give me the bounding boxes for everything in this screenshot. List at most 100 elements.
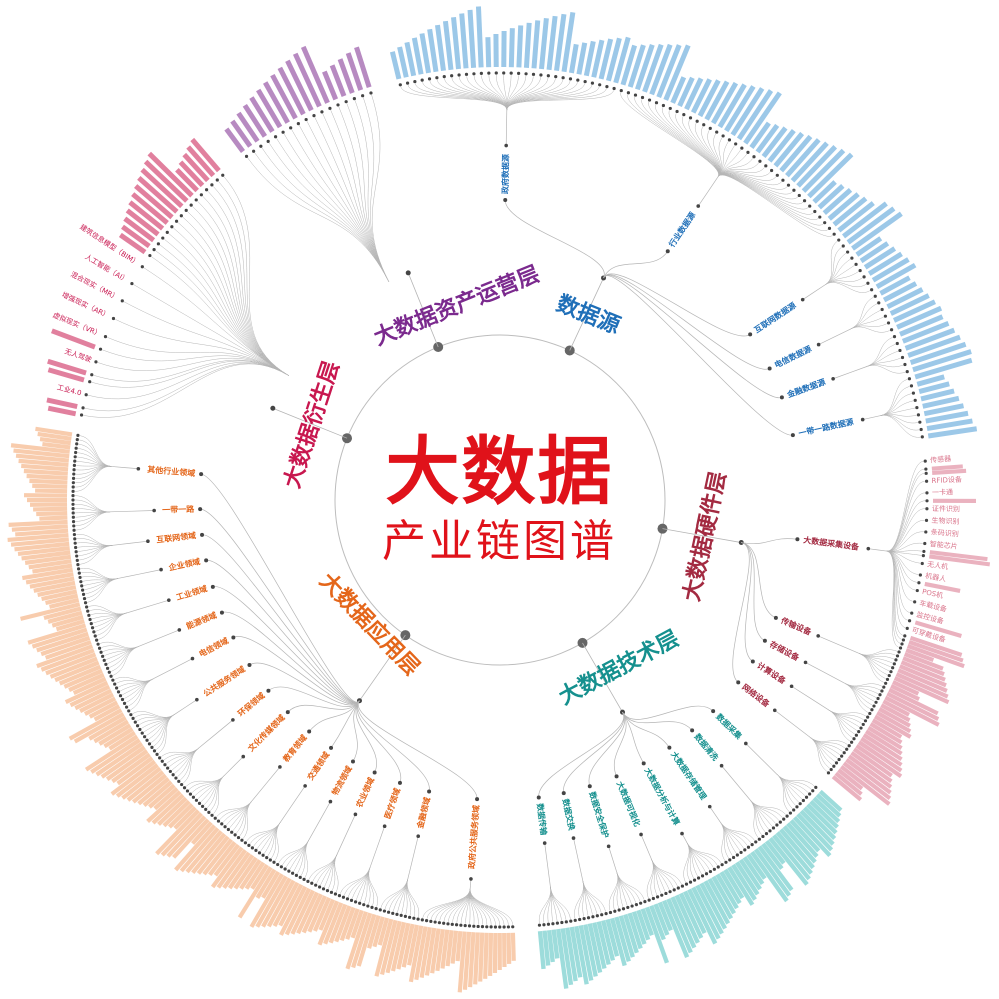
leaf-label-placeholder: [24, 554, 72, 565]
leaf-node: [467, 924, 472, 928]
leaf-label-placeholder: [185, 829, 223, 874]
leaf-label-placeholder: [932, 468, 967, 475]
child-label-1: 行业数据源: [666, 210, 697, 250]
leaf-link: [850, 296, 874, 330]
leaf-node: [651, 896, 655, 901]
leaf-node: [236, 835, 241, 840]
leaf-label-placeholder: [296, 891, 319, 935]
child-stem: [407, 836, 419, 880]
leaf-link: [634, 96, 719, 177]
leaf-node: [786, 183, 791, 187]
leaf-link: [114, 676, 154, 682]
child-stem: [868, 548, 887, 552]
leaf-node: [900, 355, 905, 360]
child-label-12: 工业领域: [175, 583, 209, 602]
leaf-node: [147, 742, 152, 746]
leaf-label-placeholder: [63, 668, 103, 689]
leaf-node: [116, 690, 121, 694]
leaf-link: [173, 227, 290, 376]
leaf-node: [150, 745, 154, 749]
leaf-node: [568, 77, 573, 81]
leaf-node: [604, 912, 608, 916]
leaf-label-placeholder: [23, 468, 68, 476]
child-stem: [111, 466, 139, 470]
child-node: [536, 795, 541, 800]
leaf-label-placeholder: [266, 879, 296, 928]
child-label-4: 物流领域: [330, 764, 354, 797]
leaf-link: [75, 495, 111, 513]
leaf-label-placeholder: [618, 915, 635, 958]
leaf-label-placeholder: [475, 6, 484, 68]
leaf-node: [876, 696, 880, 701]
child-label-3: 计算设备: [755, 660, 788, 686]
leaf-label-placeholder: [50, 328, 96, 350]
leaf-node: [276, 862, 280, 867]
leaf-label-placeholder: [249, 96, 275, 133]
leaf-node: [688, 116, 693, 120]
leaf-label-placeholder: [45, 593, 79, 606]
leaf-node: [750, 843, 754, 847]
leaf-label-placeholder: [277, 66, 306, 116]
leaf-node: [111, 678, 115, 682]
leaf-node: [268, 858, 272, 862]
leaf-label-placeholder: [802, 806, 837, 841]
child-link: [201, 473, 360, 703]
leaf-label-placeholder: [775, 831, 813, 875]
leaf-label-placeholder: [837, 768, 864, 791]
leaf-node: [708, 869, 713, 874]
leaf-label-placeholder: [312, 897, 331, 932]
leaf-node: [539, 73, 543, 77]
leaf-link: [150, 714, 175, 743]
leaf-node: [850, 256, 854, 260]
leaf-label-placeholder: [878, 707, 911, 728]
leaf-link: [686, 842, 690, 881]
child-stem: [862, 415, 881, 420]
leaf-node: [884, 681, 888, 685]
leaf-label-placeholder: [537, 930, 546, 970]
leaf-node: [97, 646, 102, 650]
leaf-label: 无人驾驶: [63, 346, 92, 364]
leaf-node: [215, 178, 219, 182]
leaf-label-placeholder: [322, 70, 339, 101]
child-node-end: [719, 763, 724, 768]
child-stem: [138, 629, 180, 647]
leaf-node: [633, 93, 638, 97]
leaf-node: [889, 328, 894, 332]
leaf-node: [913, 398, 917, 402]
child-link: [330, 700, 360, 749]
child-link: [603, 274, 783, 398]
leaf-link: [488, 75, 508, 111]
leaf-link: [308, 854, 338, 880]
leaf-node: [924, 518, 929, 522]
leaf-link: [182, 216, 290, 376]
leaf-node: [435, 76, 439, 80]
leaf-label-placeholder: [242, 103, 268, 138]
leaf-link: [246, 822, 281, 842]
leaf-node: [156, 242, 160, 246]
leaf-node: [76, 563, 80, 567]
leaf-node: [551, 922, 555, 926]
layer-node: [270, 405, 276, 411]
leaf-label-placeholder: [39, 436, 72, 446]
leaf-node: [398, 83, 402, 87]
leaf-node: [279, 865, 283, 869]
leaf-label-placeholder: [367, 915, 381, 949]
leaf-link: [132, 711, 175, 718]
leaf-label-placeholder: [591, 39, 605, 78]
leaf-node: [102, 658, 106, 662]
leaf-node: [76, 433, 80, 437]
leaf-node: [837, 757, 841, 762]
leaf-label-placeholder: [605, 37, 622, 82]
leaf-label-placeholder: [28, 559, 72, 570]
leaf-label-placeholder: [613, 36, 631, 84]
leaf-label-placeholder: [576, 42, 588, 75]
leaf-label-placeholder: [196, 835, 230, 875]
leaf-node: [433, 920, 437, 924]
leaf-label-placeholder: [255, 868, 277, 899]
child-node: [503, 198, 508, 203]
leaf-link: [161, 747, 200, 757]
leaf-node: [72, 463, 77, 468]
leaf-label-placeholder: [8, 519, 68, 527]
leaf-label-placeholder: [875, 262, 917, 289]
child-link: [249, 662, 360, 706]
